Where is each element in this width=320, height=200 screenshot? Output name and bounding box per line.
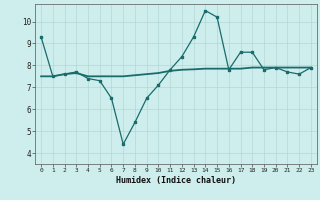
X-axis label: Humidex (Indice chaleur): Humidex (Indice chaleur) [116, 176, 236, 185]
